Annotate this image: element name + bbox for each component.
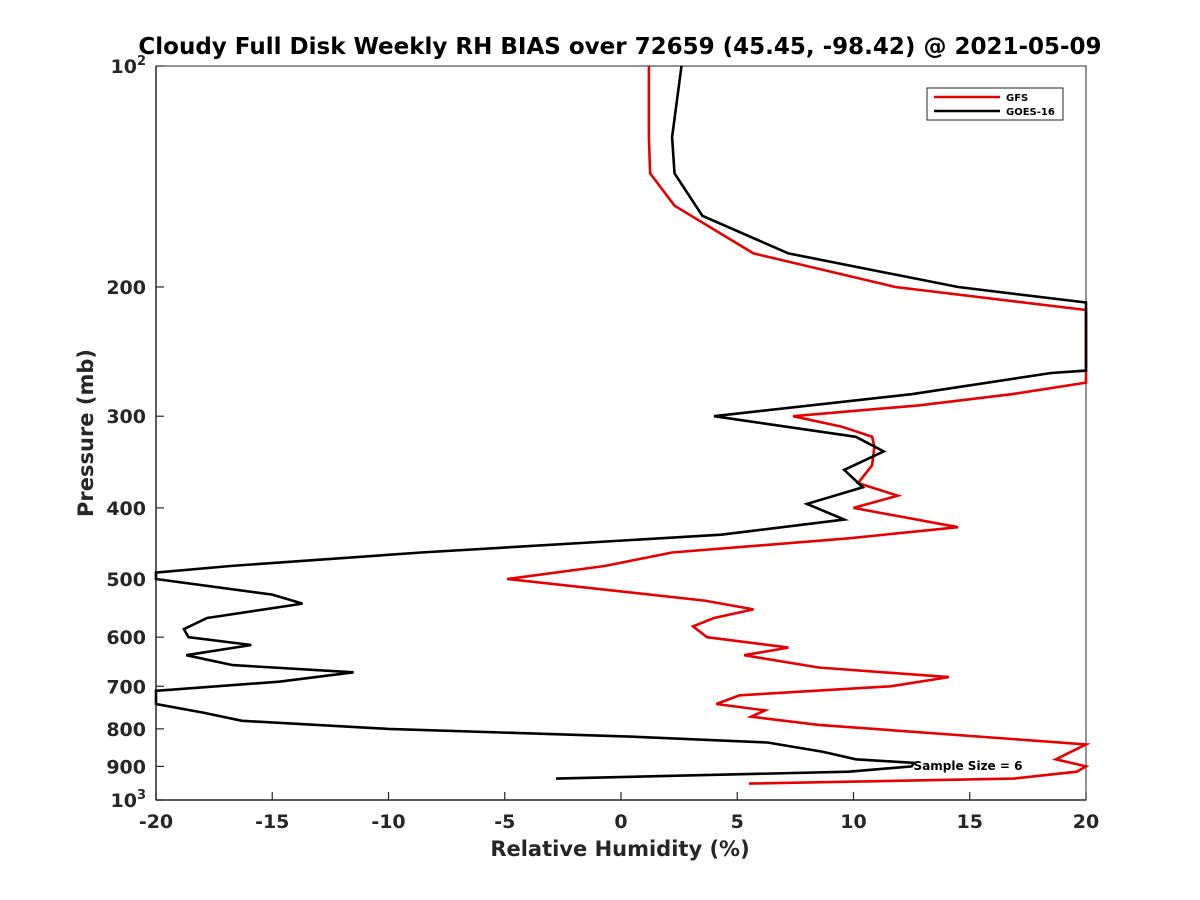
legend: GFS GOES-16 (926, 87, 1064, 121)
y-tick-label: 102 (111, 54, 147, 78)
y-tick-label: 300 (106, 406, 146, 428)
y-axis-label: Pressure (mb) (74, 349, 98, 517)
plot-area (155, 65, 1087, 801)
x-tick-label: 20 (1073, 811, 1099, 833)
y-tick-label: 200 (106, 277, 146, 299)
y-tick-label: 400 (106, 498, 146, 520)
x-tick-label: 5 (731, 811, 744, 833)
x-tick-label: -20 (139, 811, 173, 833)
plot-frame (155, 65, 1087, 801)
x-tick-label: 0 (614, 811, 627, 833)
legend-label-goes16: GOES-16 (1006, 107, 1055, 118)
x-tick-label: -10 (371, 811, 405, 833)
y-tick-label: 500 (106, 569, 146, 591)
x-ticks: -20 -15 -10 -5 0 5 10 15 20 (139, 792, 1099, 833)
x-tick-label: 10 (840, 811, 866, 833)
y-tick-label: 103 (111, 788, 147, 812)
y-ticks: 102 200 300 400 500 600 700 800 900 103 (106, 54, 164, 812)
x-tick-label: -5 (494, 811, 515, 833)
x-tick-label: -15 (255, 811, 289, 833)
y-tick-label: 700 (106, 676, 146, 698)
series-line-goes16 (154, 65, 1088, 780)
x-axis-label: Relative Humidity (%) (490, 837, 749, 861)
y-tick-label: 900 (106, 756, 146, 778)
series-line-gfs (506, 66, 1091, 785)
y-tick-label: 600 (106, 627, 146, 649)
legend-label-gfs: GFS (1006, 93, 1028, 104)
legend-box (926, 87, 1064, 121)
series-layer (154, 65, 1091, 785)
sample-size-annotation: Sample Size = 6 (914, 759, 1023, 773)
y-tick-label: 800 (106, 719, 146, 741)
x-tick-label: 15 (957, 811, 983, 833)
chart-title: Cloudy Full Disk Weekly RH BIAS over 726… (138, 34, 1101, 60)
